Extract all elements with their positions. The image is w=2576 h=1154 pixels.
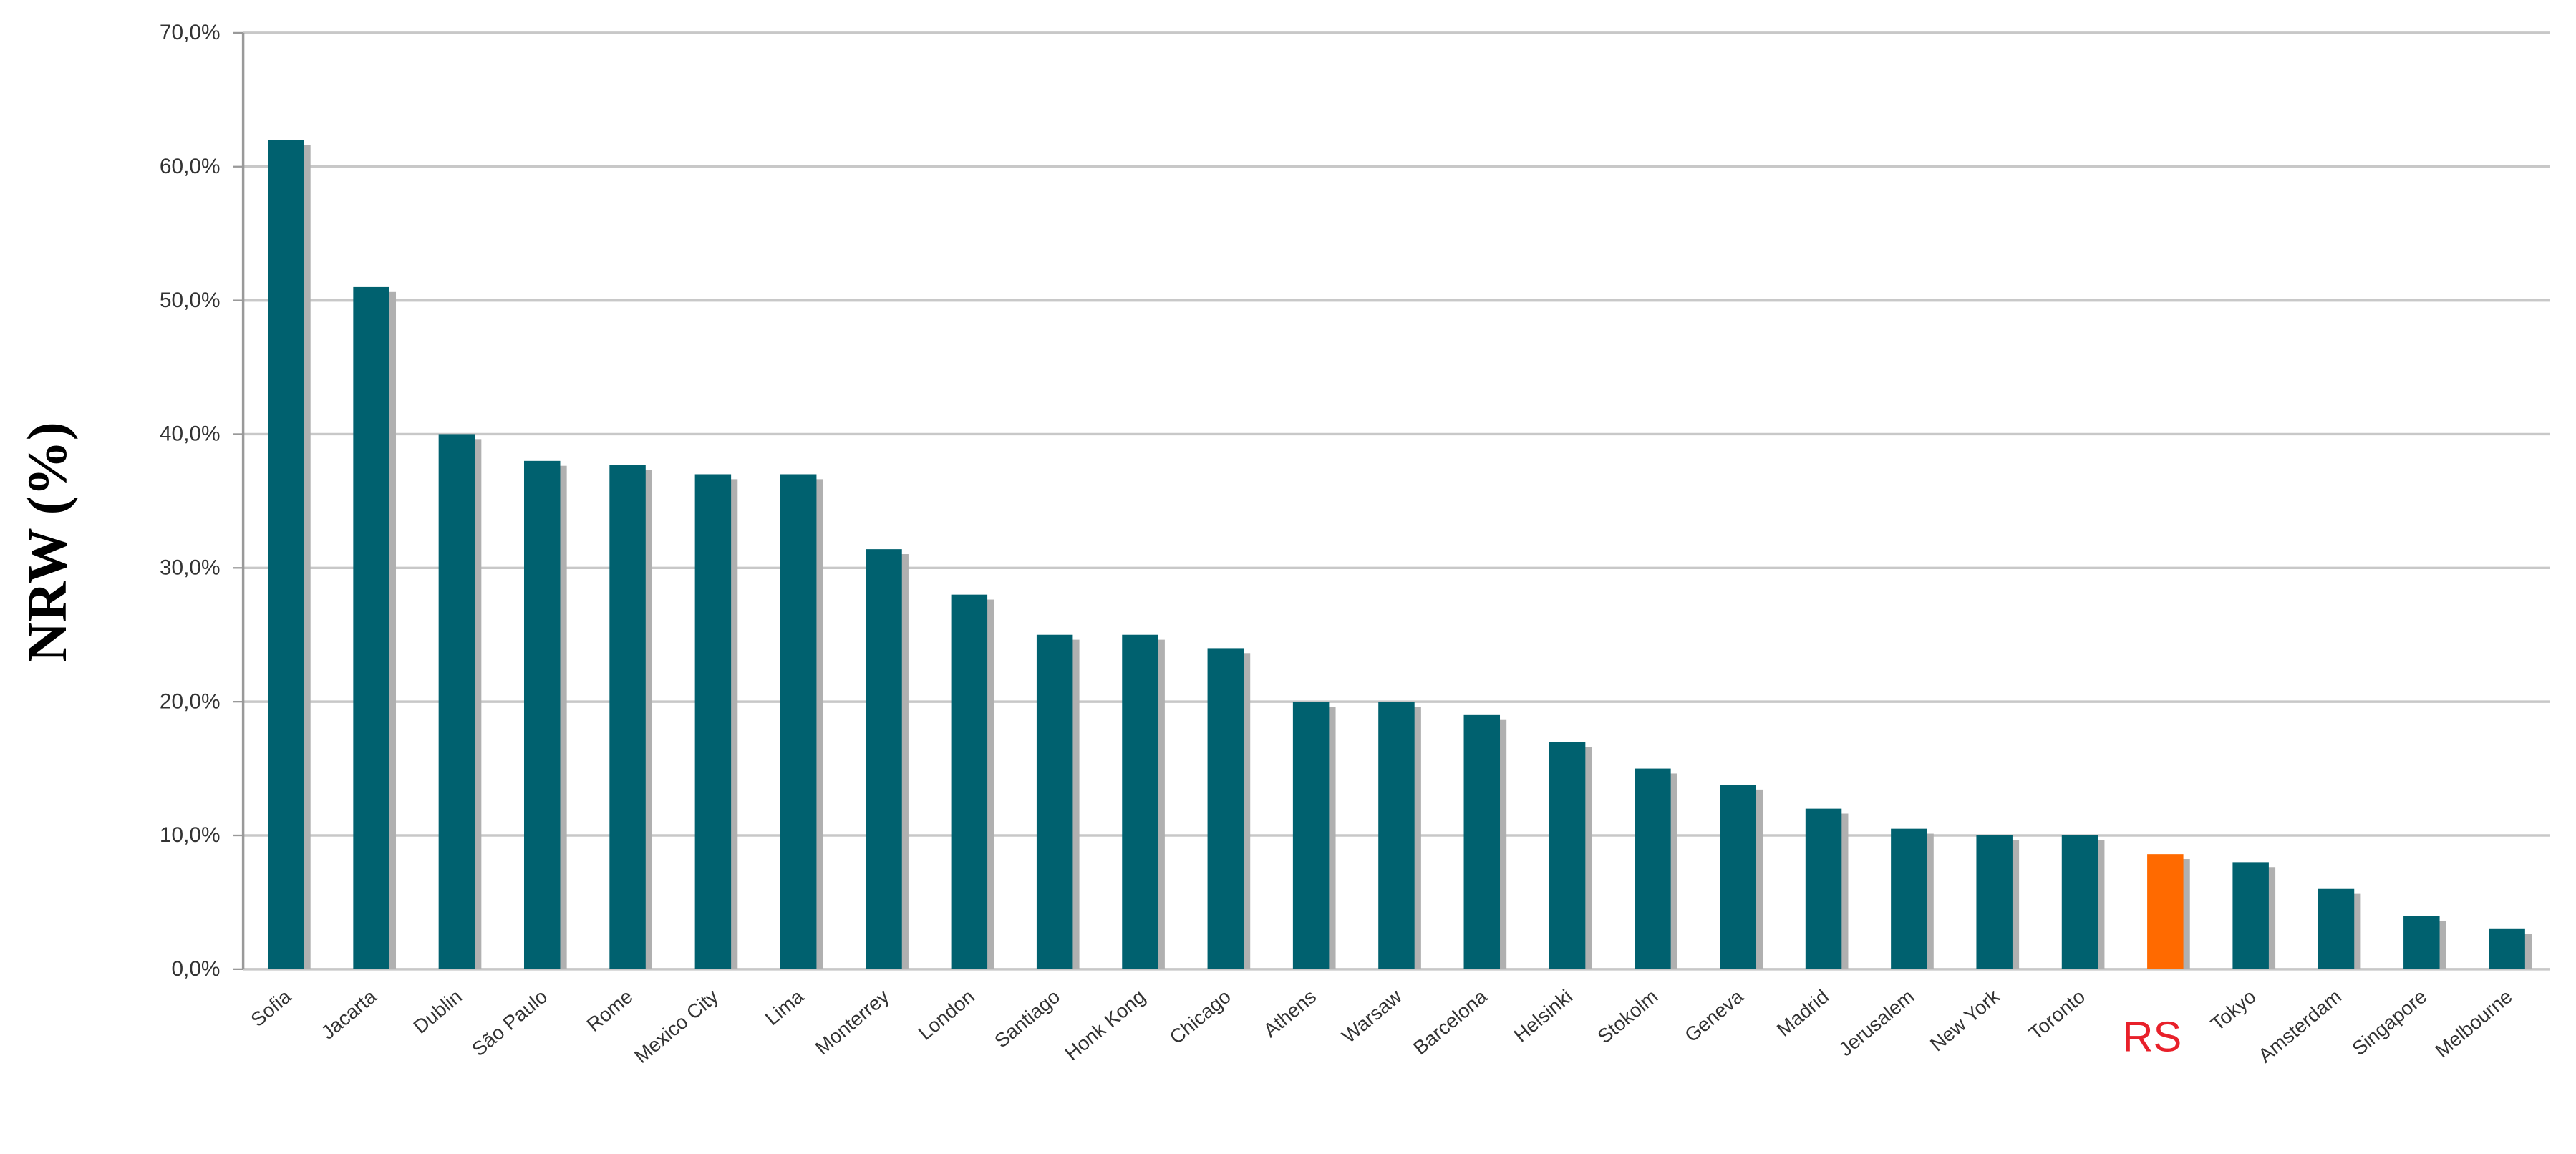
bar xyxy=(1207,648,1244,969)
bar xyxy=(780,474,817,969)
x-tick-label: Chicago xyxy=(1166,985,1235,1049)
y-tick-label: 10,0% xyxy=(160,823,221,847)
y-tick-label: 30,0% xyxy=(160,556,221,579)
x-tick-label: Monterrey xyxy=(811,985,894,1060)
bar xyxy=(2403,916,2440,969)
x-tick-label: Melbourne xyxy=(2431,985,2517,1062)
bar xyxy=(866,549,902,969)
bar xyxy=(523,460,561,969)
x-tick-label: Athens xyxy=(1259,985,1321,1042)
x-tick-label: Lima xyxy=(761,985,808,1030)
x-tick-label: Toronto xyxy=(2025,985,2089,1044)
x-tick-label: Amsterdam xyxy=(2254,985,2345,1067)
x-tick-label: Madrid xyxy=(1773,985,1833,1041)
bar xyxy=(2147,854,2184,969)
bar xyxy=(1805,808,1842,969)
y-tick-label: 20,0% xyxy=(160,689,221,713)
bar xyxy=(1976,835,2013,969)
x-tick-label: Barcelona xyxy=(1409,985,1491,1060)
x-tick-label: Santiago xyxy=(990,985,1064,1052)
x-tick-label: Warsaw xyxy=(1337,985,1405,1047)
bar xyxy=(2489,928,2525,969)
x-tick-label: London xyxy=(914,985,979,1044)
x-tick-label: Honk Kong xyxy=(1060,985,1149,1065)
bar xyxy=(438,434,475,969)
bar xyxy=(2318,888,2355,969)
bar xyxy=(1292,702,1330,969)
x-tick-label: Jacarta xyxy=(317,985,382,1044)
y-tick-label: 0,0% xyxy=(171,957,220,981)
x-tick-label: Tokyo xyxy=(2207,985,2260,1035)
x-tick-label: Singapore xyxy=(2348,985,2431,1060)
bar xyxy=(1891,828,1927,969)
x-tick-label: São Paulo xyxy=(468,985,551,1060)
x-tick-label: Dublin xyxy=(409,985,466,1038)
y-tick-label: 50,0% xyxy=(160,288,221,312)
bar xyxy=(1635,768,1671,969)
x-tick-label: Rome xyxy=(582,985,636,1036)
bar xyxy=(1036,634,1073,969)
x-tick-label: RS xyxy=(2122,1013,2182,1061)
y-tick-label: 60,0% xyxy=(160,155,221,178)
bar xyxy=(694,474,732,969)
y-tick-label: 70,0% xyxy=(160,21,221,44)
x-tick-label: Stokolm xyxy=(1593,985,1662,1048)
x-tick-label: Sofia xyxy=(246,985,296,1032)
bar xyxy=(1378,702,1415,969)
x-tick-label: Jerusalem xyxy=(1834,985,1918,1060)
bar xyxy=(1549,742,1586,969)
y-tick-label: 40,0% xyxy=(160,422,221,446)
x-tick-label: Helsinki xyxy=(1509,985,1577,1047)
x-tick-label: New York xyxy=(1926,985,2004,1056)
bar xyxy=(2232,862,2269,969)
bar xyxy=(1463,714,1501,969)
bar xyxy=(268,140,304,969)
bar xyxy=(2061,835,2098,969)
bar xyxy=(353,286,389,969)
bar xyxy=(1122,634,1158,969)
bar xyxy=(1720,784,1756,969)
bar xyxy=(609,465,646,969)
bar xyxy=(951,594,988,969)
x-tick-label: Mexico City xyxy=(630,985,722,1067)
x-tick-label: Geneva xyxy=(1680,985,1748,1047)
y-axis-title: NRW (%) xyxy=(16,422,78,662)
